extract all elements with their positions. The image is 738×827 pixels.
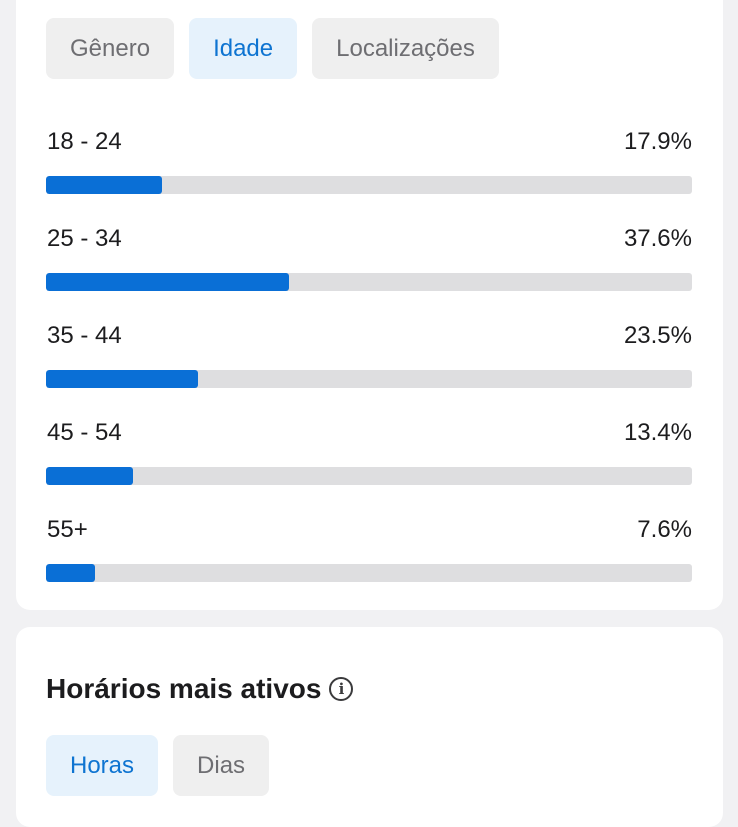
progress-fill (46, 564, 96, 582)
age-range-label: 55+ (47, 516, 88, 543)
progress-fill (46, 467, 133, 485)
progress-fill (46, 370, 198, 388)
age-row: 35 - 44 23.5% (46, 322, 692, 421)
section-title: Horários mais ativos i (46, 673, 354, 705)
section-title-text: Horários mais ativos (46, 673, 322, 704)
tab-gender[interactable]: Gênero (46, 18, 175, 79)
age-row: 25 - 34 37.6% (46, 225, 692, 324)
audience-age-card: Gênero Idade Localizações 18 - 24 17.9% … (16, 0, 723, 610)
progress-fill (46, 273, 289, 291)
progress-fill (46, 176, 162, 194)
progress-track (46, 273, 692, 291)
age-percent-value: 7.6% (637, 516, 692, 543)
age-distribution-list: 18 - 24 17.9% 25 - 34 37.6% 35 - 44 23.5… (46, 128, 692, 615)
progress-track (46, 370, 692, 388)
age-range-label: 45 - 54 (47, 419, 122, 446)
age-percent-value: 37.6% (623, 225, 692, 252)
age-row: 18 - 24 17.9% (46, 128, 692, 227)
age-range-label: 25 - 34 (47, 225, 122, 252)
tab-days[interactable]: Dias (173, 735, 270, 796)
age-percent-value: 17.9% (623, 128, 692, 155)
age-range-label: 18 - 24 (47, 128, 122, 155)
age-range-label: 35 - 44 (47, 322, 122, 349)
progress-track (46, 176, 692, 194)
progress-track (46, 564, 692, 582)
time-tabs: Horas Dias (46, 735, 270, 796)
age-percent-value: 13.4% (623, 419, 692, 446)
tab-age[interactable]: Idade (189, 18, 298, 79)
age-percent-value: 23.5% (623, 322, 692, 349)
tab-hours[interactable]: Horas (46, 735, 159, 796)
age-row: 55+ 7.6% (46, 516, 692, 615)
most-active-times-card: Horários mais ativos i Horas Dias (16, 627, 723, 827)
tab-locations[interactable]: Localizações (312, 18, 499, 79)
audience-tabs: Gênero Idade Localizações (46, 18, 499, 79)
info-icon[interactable]: i (329, 677, 354, 701)
age-row: 45 - 54 13.4% (46, 419, 692, 518)
progress-track (46, 467, 692, 485)
